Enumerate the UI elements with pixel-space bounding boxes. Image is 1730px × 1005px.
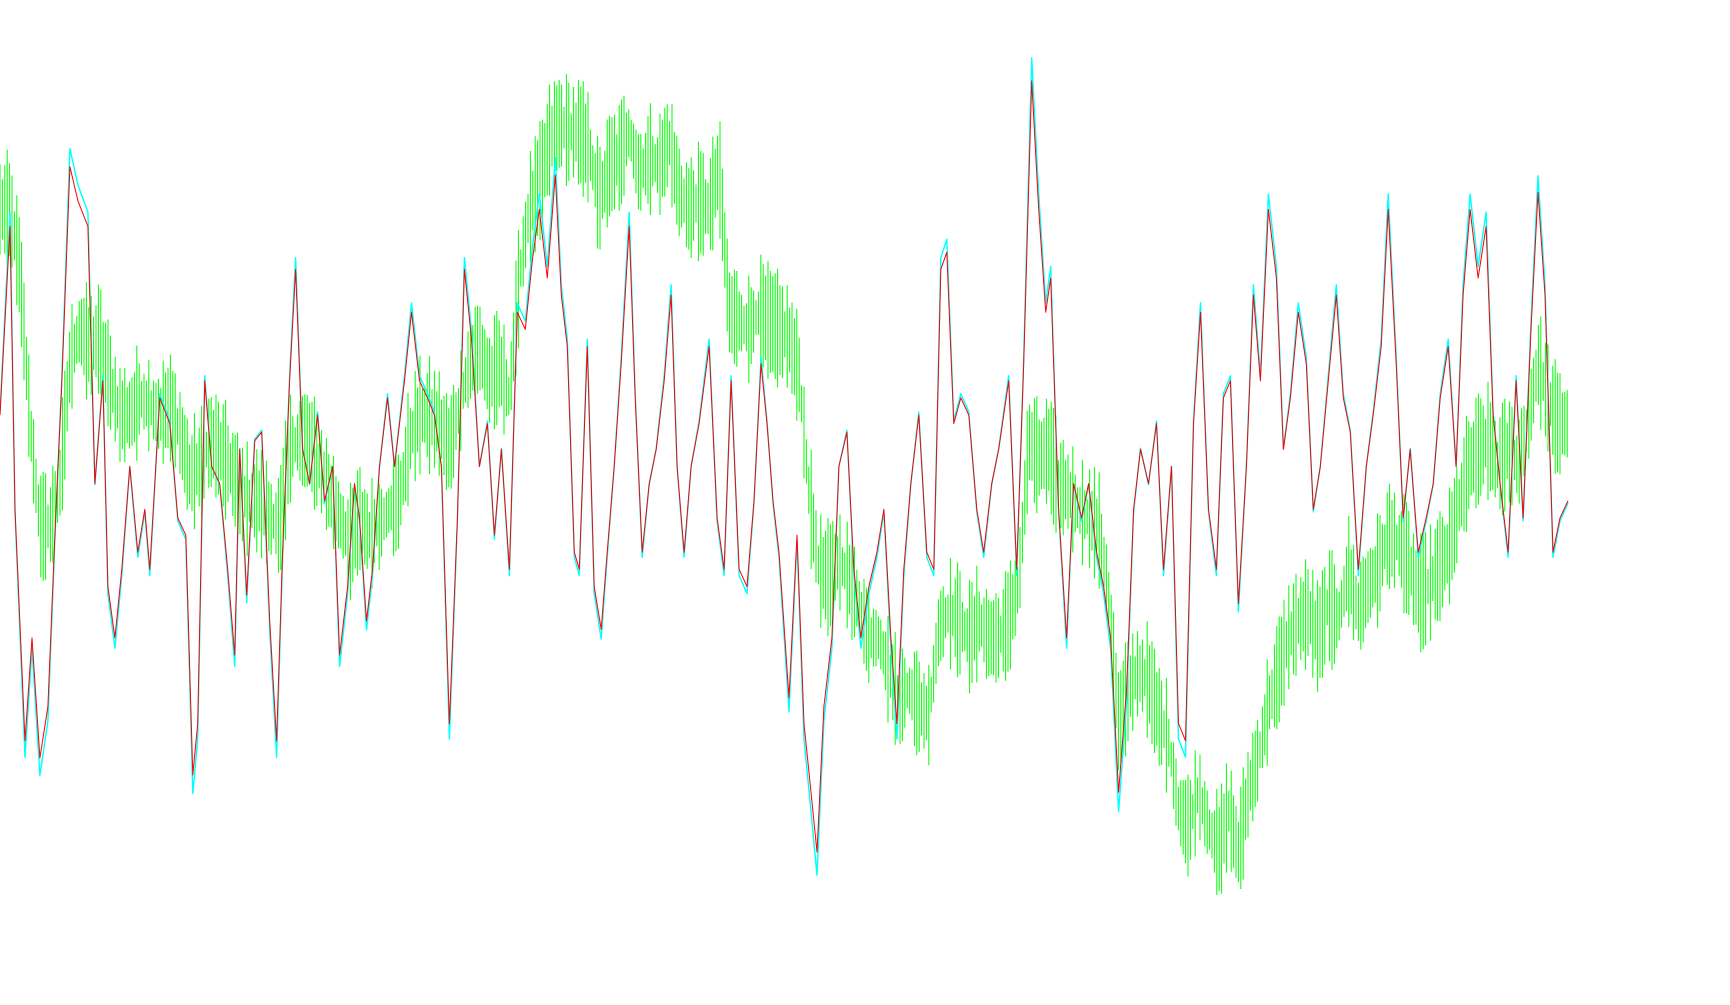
series-layer bbox=[0, 57, 1569, 895]
series-slow bbox=[0, 73, 1568, 895]
series-main-line bbox=[0, 80, 1569, 853]
series-slow-bars bbox=[0, 73, 1568, 895]
